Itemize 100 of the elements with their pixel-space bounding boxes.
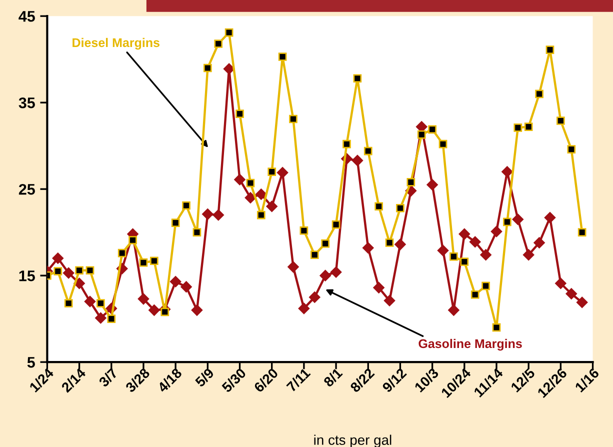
point [246, 178, 255, 188]
point [458, 228, 470, 240]
point [448, 304, 460, 316]
point [364, 146, 372, 156]
point [74, 278, 85, 289]
point [352, 154, 364, 166]
point [148, 304, 160, 316]
point [321, 239, 330, 248]
point [276, 167, 288, 178]
point [170, 276, 182, 288]
point [192, 228, 202, 236]
point [567, 145, 576, 154]
point [52, 252, 64, 264]
point [234, 174, 246, 186]
point [394, 238, 406, 250]
point [556, 116, 565, 125]
point [438, 140, 448, 148]
point [300, 226, 308, 235]
point [353, 74, 362, 83]
point [469, 236, 481, 248]
x-tick-label: 6/20 [253, 367, 279, 393]
point [278, 52, 287, 61]
point [544, 212, 556, 224]
point [54, 267, 62, 276]
y-tick-label: 25 [18, 184, 35, 195]
point [406, 178, 416, 186]
point [450, 252, 458, 261]
point [396, 204, 404, 212]
point [480, 249, 492, 260]
point [244, 192, 256, 204]
point [268, 168, 276, 176]
point [191, 304, 203, 316]
point [428, 125, 436, 134]
point [214, 40, 223, 48]
point [118, 248, 126, 258]
text: Diesel Margins [72, 38, 160, 50]
text: Gasoline Margins [418, 338, 522, 351]
x-tick-label: 4/18 [156, 367, 183, 394]
point [150, 256, 158, 266]
point [288, 261, 299, 273]
point [171, 218, 180, 227]
y-tick-label: 35 [18, 97, 35, 108]
point [160, 308, 170, 316]
point [107, 314, 116, 323]
point [64, 299, 73, 308]
point [514, 124, 522, 132]
point [266, 200, 278, 212]
x-tick-label: 3/7 [98, 367, 118, 388]
point [139, 258, 148, 267]
point [522, 249, 534, 260]
point [417, 130, 426, 139]
point [203, 64, 212, 72]
point [503, 218, 512, 226]
point [502, 166, 513, 178]
point [512, 214, 524, 225]
point [128, 236, 137, 244]
point [96, 299, 105, 308]
point [138, 293, 150, 305]
x-tick-label: 9/12 [381, 367, 408, 394]
point [482, 282, 490, 290]
point [182, 201, 190, 210]
point [212, 209, 224, 221]
point [224, 28, 234, 37]
point [534, 237, 545, 248]
point [289, 114, 298, 124]
point [223, 63, 235, 74]
point [576, 296, 588, 308]
point [310, 250, 319, 259]
point [566, 288, 577, 300]
point [492, 323, 501, 332]
point [374, 202, 383, 211]
point [86, 266, 94, 275]
point [236, 110, 244, 118]
x-tick-label: 7/11 [286, 367, 311, 392]
y-tick-label: 5 [27, 357, 35, 368]
point [460, 258, 469, 266]
point [95, 312, 106, 324]
point [535, 90, 544, 98]
point [320, 270, 331, 282]
y-tick-label: 15 [19, 270, 35, 282]
x-tick-label: 3/28 [124, 367, 150, 394]
point [256, 188, 267, 200]
point [256, 210, 266, 220]
x-tick-label: 8/1 [322, 367, 344, 388]
point [362, 242, 374, 254]
point [426, 179, 438, 190]
x-tick-label: 8/22 [349, 367, 376, 394]
point [578, 228, 586, 236]
point [75, 266, 84, 275]
point [384, 295, 396, 306]
x-tick-label: 5/9 [194, 367, 215, 388]
point [555, 278, 566, 289]
x-tick-label: 10/3 [414, 367, 440, 393]
point [180, 281, 192, 292]
point [490, 226, 502, 238]
y-tick-label: 45 [18, 11, 35, 22]
point [330, 266, 342, 278]
point [437, 244, 449, 256]
point [298, 302, 310, 314]
point [546, 46, 554, 54]
